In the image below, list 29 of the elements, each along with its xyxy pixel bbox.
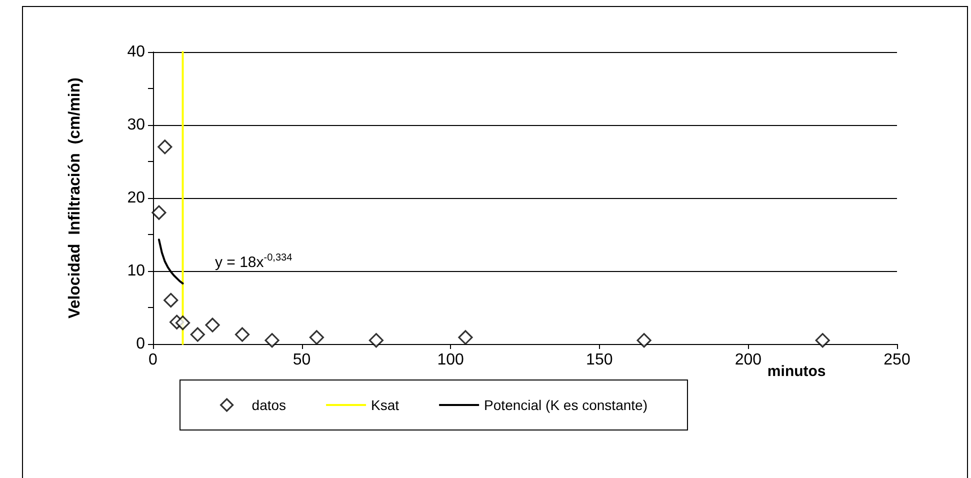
x-tick-label: 0 [148, 352, 158, 368]
point [190, 327, 205, 342]
point [636, 333, 652, 348]
legend-label: Potencial (K es constante) [484, 397, 648, 413]
point [309, 330, 324, 345]
point [175, 316, 190, 330]
x-tick-label: 100 [437, 352, 464, 368]
legend-label: datos [252, 397, 286, 413]
y-tick-label: 20 [127, 190, 146, 206]
y-tick-label: 30 [127, 116, 146, 134]
point [368, 333, 384, 348]
y-tick-label: 10 [127, 262, 146, 280]
point [158, 140, 172, 154]
y-tick-label: 0 [136, 336, 146, 352]
x-tick-label: 250 [884, 352, 910, 368]
x-tick-label: 150 [586, 352, 613, 368]
point [815, 333, 830, 348]
x-tick-label: 200 [734, 352, 762, 368]
x-axis-title: minutos [767, 363, 826, 380]
y-axis-title: Velocidad Infiltración (cm/min) [66, 78, 84, 318]
point [152, 205, 166, 220]
point [205, 318, 220, 332]
point [458, 330, 473, 345]
y-tick-label: 40 [127, 44, 146, 60]
legend-label: Ksat [371, 397, 400, 413]
point [264, 333, 280, 348]
x-tick-label: 50 [292, 352, 311, 368]
point [234, 327, 250, 342]
point [164, 292, 178, 308]
